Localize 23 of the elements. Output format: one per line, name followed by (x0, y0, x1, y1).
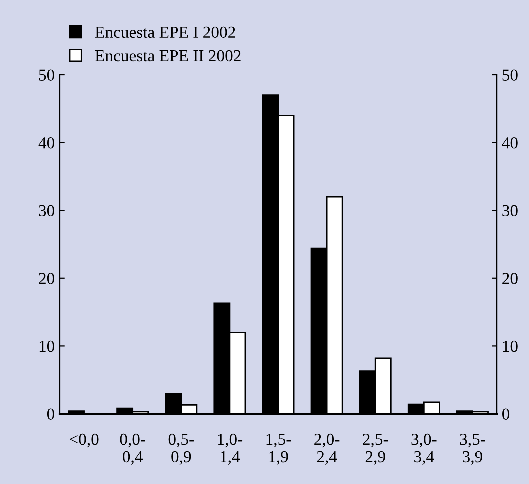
x-tick-label: 1,5- 1,9 (266, 434, 292, 465)
x-tick-label: 2,0- 2,4 (314, 434, 340, 465)
x-tick-label: 1,0- 1,4 (218, 434, 243, 465)
x-tick-label: 0,5- 0,9 (168, 434, 194, 465)
y2-tick-label: 50 (502, 70, 518, 81)
legend-label: Encuesta EPE II 2002 (95, 50, 241, 62)
legend-label: Encuesta EPE I 2002 (95, 26, 236, 38)
y2-tick-label: 0 (502, 408, 510, 420)
y2-tick-label: 30 (502, 205, 518, 217)
y-tick-label: 40 (38, 138, 55, 149)
x-tick-label: 2,5- 2,9 (363, 434, 388, 465)
y2-tick-label: 40 (502, 138, 518, 149)
x-tick-label: 0,0- 0,4 (120, 434, 146, 465)
y-tick-label: 50 (39, 70, 55, 81)
y-tick-label: 0 (47, 408, 55, 420)
y2-tick-label: 20 (502, 273, 518, 284)
y-tick-label: 20 (39, 273, 55, 284)
x-tick-label: 3,0- 3,4 (412, 434, 437, 465)
x-tick-label: 3,5- 3,9 (460, 434, 486, 465)
y-tick-label: 30 (39, 205, 55, 217)
y-tick-label: 10 (40, 340, 55, 352)
y2-tick-label: 10 (503, 340, 518, 352)
x-tick-label: <0,0 (70, 434, 99, 448)
